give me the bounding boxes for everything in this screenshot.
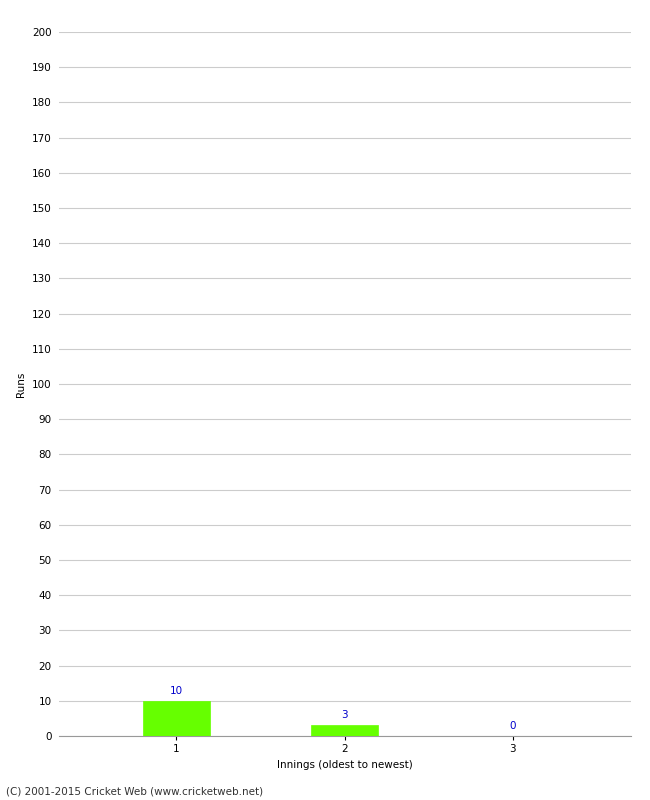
Bar [142,701,210,736]
Text: 10: 10 [170,686,183,695]
Text: (C) 2001-2015 Cricket Web (www.cricketweb.net): (C) 2001-2015 Cricket Web (www.cricketwe… [6,786,264,796]
Text: 3: 3 [341,710,348,720]
Y-axis label: Runs: Runs [16,371,26,397]
Bar [311,726,378,736]
Text: 0: 0 [510,721,516,730]
X-axis label: Innings (oldest to newest): Innings (oldest to newest) [277,760,412,770]
